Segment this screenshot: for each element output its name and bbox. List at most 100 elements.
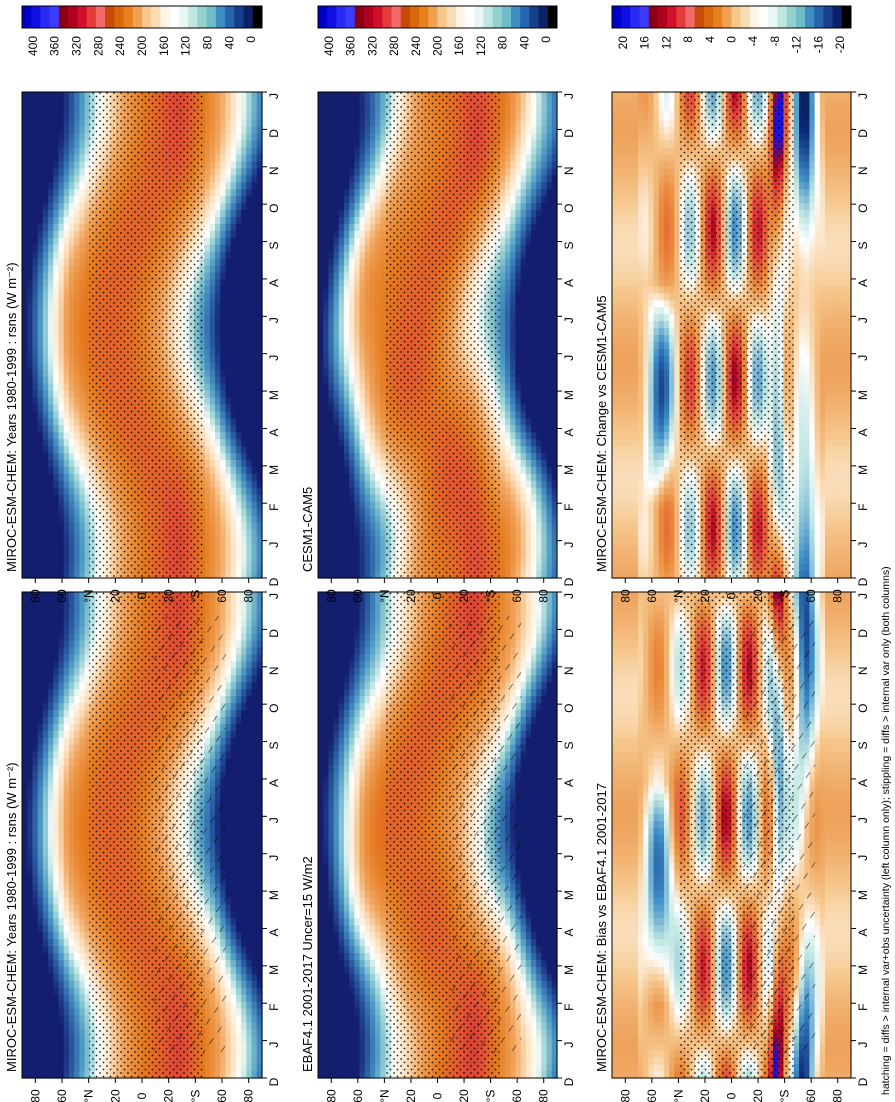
lat-label: 80 [618, 1089, 632, 1102]
colorbar-label: 240 [409, 36, 423, 56]
month-label: J [562, 93, 576, 99]
month-label: J [267, 93, 281, 99]
month-label: J [856, 542, 870, 548]
colorbar-label: 400 [26, 36, 40, 56]
colorbar-swatch [206, 6, 217, 28]
lat-label: 80 [831, 1089, 845, 1102]
chart-panel-2: D J F M A M J J A S O N D J 80 60 °N 20 0 20 °S 60 80 MIROC-ESM… [4, 91, 281, 603]
colorbar-swatch [354, 6, 365, 28]
colorbar-swatch [243, 6, 254, 28]
lat-label: °S [778, 1090, 792, 1102]
month-label: M [856, 890, 870, 900]
colorbar-swatch [676, 6, 686, 28]
month-label: N [562, 666, 576, 675]
month-label: J [562, 855, 576, 861]
colorbar-label: 0 [244, 36, 258, 43]
colorbar-swatch [336, 6, 346, 28]
month-label: O [267, 703, 281, 712]
lat-label: 20 [698, 589, 712, 603]
month-label: M [562, 890, 576, 900]
month-label: O [856, 203, 870, 212]
colorbar-swatch [178, 6, 189, 28]
month-label: S [267, 242, 281, 250]
lat-label: 60 [351, 1089, 365, 1102]
month-label: N [856, 166, 870, 175]
lat-label: 60 [55, 1089, 69, 1102]
lat-label: °N [671, 589, 685, 602]
lat-label: °S [188, 590, 202, 603]
colorbar-swatch [40, 6, 51, 28]
hatching-overlay [154, 616, 226, 1054]
colorbar-1: 400 360 320 280 240 200 160 120 80 40 0 [21, 5, 263, 56]
month-label: M [856, 465, 870, 475]
lat-label: 60 [55, 589, 69, 603]
lat-label: 20 [162, 1089, 176, 1102]
month-label: J [562, 817, 576, 823]
colorbar-swatch [492, 6, 503, 28]
colorbar-swatch [483, 6, 494, 28]
month-label: J [267, 1042, 281, 1048]
month-label: A [267, 428, 281, 436]
colorbar-label: 8 [681, 36, 695, 43]
month-label: D [856, 1077, 870, 1086]
month-label: D [562, 577, 576, 586]
lat-label: 80 [28, 589, 42, 603]
lat-label: °N [377, 1089, 391, 1102]
month-label: S [856, 242, 870, 250]
colorbar-label: -16 [811, 36, 825, 54]
lat-label: 80 [324, 1089, 338, 1102]
colorbar-swatch [814, 6, 824, 28]
month-label: O [856, 703, 870, 712]
month-label: D [267, 1077, 281, 1086]
colorbar-swatch [58, 6, 69, 28]
colorbar-swatch [215, 6, 226, 28]
month-label: J [267, 855, 281, 861]
month-label: J [856, 817, 870, 823]
colorbar-swatch [685, 6, 696, 28]
colorbar-swatch [409, 6, 420, 28]
colorbar-swatch [740, 6, 751, 28]
month-label: D [562, 129, 576, 138]
colorbar-swatch [95, 6, 106, 28]
colorbar-swatch [225, 6, 235, 28]
month-label: M [267, 390, 281, 400]
hatching-overlay [449, 616, 522, 1054]
month-label: N [562, 166, 576, 175]
colorbar-swatch [160, 6, 171, 28]
month-label: J [856, 1042, 870, 1048]
colorbar-label: -4 [746, 36, 760, 47]
colorbar-swatch [621, 6, 631, 28]
month-label: J [267, 542, 281, 548]
month-label: J [562, 317, 576, 323]
chart-panel-6: D J F M A M J J A S O N D J 80 60 °N 20 0 20 °S 60 80 MIROC-ESM… [594, 91, 870, 603]
colorbar-swatch [373, 6, 383, 28]
colorbar-swatch [419, 6, 429, 28]
month-label: S [856, 742, 870, 750]
colorbar-swatch [465, 6, 475, 28]
month-label: N [267, 166, 281, 175]
colorbar-label: 16 [638, 36, 652, 50]
colorbar-3: 20 16 12 8 4 0 -4 -8 -12 -16 -20 [611, 5, 852, 54]
colorbar-label: 80 [200, 36, 214, 50]
month-label: F [856, 1004, 870, 1011]
colorbar-label: 280 [387, 36, 401, 56]
colorbar-swatch [105, 6, 115, 28]
lat-label: 20 [457, 589, 471, 603]
month-label: J [856, 355, 870, 361]
colorbar-label: -12 [790, 36, 804, 54]
panel-title: EBAF4.1 2001-2017 Uncer=15 W/m2 [300, 856, 315, 1072]
colorbar-label: 40 [222, 36, 236, 50]
colorbar-swatch [86, 6, 97, 28]
month-label: O [267, 203, 281, 212]
colorbar-swatch [142, 6, 152, 28]
lat-label: 80 [324, 589, 338, 603]
colorbar-swatch [114, 6, 124, 28]
month-label: M [562, 465, 576, 475]
hatching-overlay [743, 616, 816, 1054]
colorbar-swatch [22, 6, 32, 28]
lat-label: °N [82, 1089, 96, 1102]
colorbar-swatch [768, 6, 778, 28]
colorbar-label: 120 [474, 36, 488, 56]
month-label: A [267, 779, 281, 787]
month-label: M [267, 465, 281, 475]
